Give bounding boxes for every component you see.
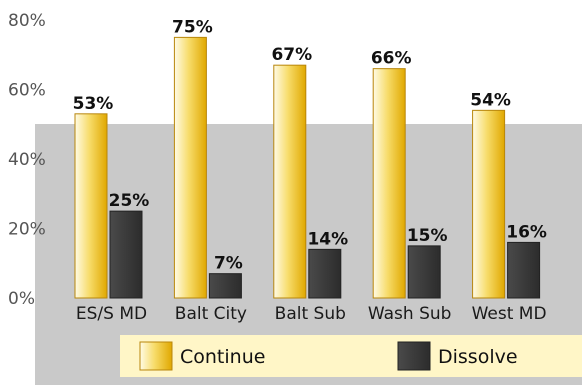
data-label-dissolve-2: 7% bbox=[214, 254, 243, 274]
legend-swatch-dissolve bbox=[397, 341, 431, 371]
y-tick-label: 0% bbox=[8, 289, 35, 309]
legend-box bbox=[120, 335, 582, 377]
data-label-continue-1: 53% bbox=[73, 94, 114, 114]
legend-label-continue: Continue bbox=[180, 346, 265, 368]
y-tick-label: 60% bbox=[8, 81, 46, 101]
x-category-label: Balt Sub bbox=[275, 304, 346, 324]
y-tick-label: 80% bbox=[8, 11, 46, 31]
legend-swatch-continue bbox=[139, 341, 173, 371]
x-category-label: Wash Sub bbox=[368, 304, 452, 324]
bar-continue-4 bbox=[372, 68, 406, 299]
data-label-continue-3: 67% bbox=[271, 45, 312, 65]
data-label-continue-2: 75% bbox=[172, 17, 213, 37]
data-label-dissolve-3: 14% bbox=[307, 229, 348, 249]
x-category-label: Balt City bbox=[175, 304, 247, 324]
y-tick-label: 40% bbox=[8, 150, 46, 170]
data-label-dissolve-5: 16% bbox=[506, 222, 547, 242]
bar-continue-2 bbox=[173, 36, 207, 299]
bar-dissolve-4 bbox=[407, 245, 441, 299]
data-label-dissolve-1: 25% bbox=[109, 191, 150, 211]
data-label-continue-5: 54% bbox=[470, 90, 511, 110]
bar-dissolve-5 bbox=[507, 241, 541, 299]
bar-dissolve-1 bbox=[109, 210, 143, 299]
bar-dissolve-3 bbox=[308, 248, 342, 299]
bar-continue-1 bbox=[74, 113, 108, 299]
y-tick-label: 20% bbox=[8, 220, 46, 240]
data-label-continue-4: 66% bbox=[371, 49, 412, 69]
x-category-label: ES/S MD bbox=[76, 304, 147, 324]
data-label-dissolve-4: 15% bbox=[407, 226, 448, 246]
legend-label-dissolve: Dissolve bbox=[438, 346, 518, 368]
bar-dissolve-2 bbox=[208, 273, 242, 299]
bar-continue-3 bbox=[273, 64, 307, 299]
bar-continue-5 bbox=[472, 109, 506, 299]
x-category-label: West MD bbox=[472, 304, 547, 324]
